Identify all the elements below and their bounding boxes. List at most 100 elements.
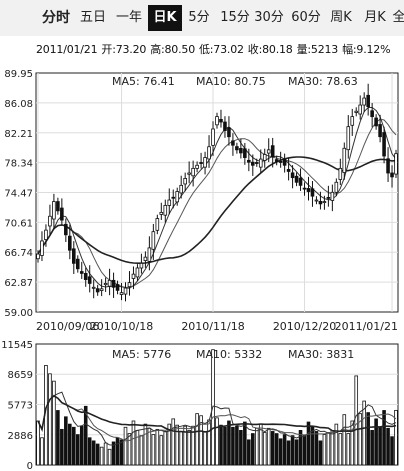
candlestick (342, 142, 347, 180)
candle-body (306, 188, 311, 192)
tab-30min[interactable]: 30分 (254, 10, 284, 25)
candle-body (282, 159, 287, 166)
candle-body (68, 235, 72, 251)
tab-five-day[interactable]: 五日 (79, 10, 106, 25)
price-tick-label: 66.74 (4, 248, 33, 259)
candlestick (199, 152, 203, 169)
tab-5min[interactable]: 5分 (188, 10, 210, 25)
volume-bar (171, 418, 176, 466)
tab-daily-k[interactable]: 日K (148, 5, 182, 31)
volume-bar (111, 441, 116, 466)
tab-one-year[interactable]: 一年 (115, 10, 142, 25)
volume-bar (83, 405, 88, 466)
candlestick (203, 151, 207, 175)
volume-bar (187, 430, 191, 466)
candle-body (223, 121, 227, 131)
candle-body (83, 272, 88, 280)
volume-bar (330, 430, 335, 466)
candlestick (334, 178, 339, 197)
candlestick (262, 148, 267, 168)
volume-bar (131, 420, 136, 466)
candle-body (64, 223, 68, 236)
volume-bar (143, 423, 148, 466)
volume-bar (247, 439, 251, 466)
tab-all[interactable]: 全 (392, 10, 404, 25)
volume-bar (231, 426, 235, 466)
candle-body (354, 110, 359, 113)
candle-body (350, 116, 355, 126)
candle-body (99, 288, 104, 291)
volume-bar (338, 433, 343, 466)
candlestick (151, 223, 156, 260)
volume-bar (318, 440, 323, 466)
candle-body (199, 162, 203, 164)
candlestick (127, 271, 132, 296)
candlestick (258, 149, 263, 173)
candle-body (219, 119, 223, 123)
candlestick (366, 83, 370, 116)
candlestick (163, 199, 168, 223)
tab-60min[interactable]: 60分 (291, 10, 321, 25)
candle-body (298, 177, 303, 186)
candle-body (151, 231, 156, 250)
candle-body (262, 154, 267, 161)
candle-body (322, 201, 327, 203)
candlestick (83, 267, 88, 287)
candle-body (203, 157, 207, 168)
candlestick (231, 133, 235, 156)
candlestick (175, 187, 180, 206)
candle-body (243, 148, 247, 158)
volume-bar (294, 439, 299, 466)
tab-intraday[interactable]: 分时 (42, 10, 70, 26)
date-tick-label: 2010/10/18 (90, 320, 153, 333)
candlestick (358, 95, 363, 120)
volume-bar (195, 413, 199, 466)
volume-bar (36, 420, 40, 466)
candle-body (247, 159, 251, 163)
tab-15min[interactable]: 15分 (220, 10, 250, 25)
candlestick (71, 241, 76, 275)
volume-bar (243, 421, 247, 466)
volume-bar (52, 380, 56, 466)
candle-body (278, 161, 283, 163)
candlestick (111, 272, 116, 298)
volume-bar (155, 428, 160, 466)
volume-bar (223, 426, 227, 466)
candle-body (294, 175, 299, 183)
volume-bar (40, 437, 44, 466)
candlestick (75, 255, 80, 273)
candlestick (266, 138, 271, 163)
candle-body (36, 253, 40, 260)
candle-body (211, 128, 215, 146)
candle-body (71, 248, 76, 264)
candle-body (310, 188, 315, 197)
candle-body (235, 146, 239, 151)
volume-ma30-line (37, 394, 397, 433)
volume-bar (103, 442, 108, 466)
volume-bar (239, 430, 243, 466)
candle-body (87, 276, 92, 284)
volume-bar (254, 427, 259, 466)
volume-bar (75, 434, 80, 466)
volume-bar (95, 443, 100, 466)
candle-body (91, 286, 96, 289)
candle-body (251, 161, 255, 166)
volume-bar (215, 417, 219, 466)
volume-bar (183, 425, 187, 466)
volume-bar (235, 425, 239, 466)
candle-body (290, 172, 295, 179)
volume-bar (394, 409, 398, 466)
tab-weekly-k[interactable]: 周K (330, 10, 352, 25)
tab-monthly-k[interactable]: 月K (364, 10, 386, 25)
candle-body (163, 205, 168, 216)
volume-bar (350, 420, 355, 466)
quote-summary: 2011/01/21 开:73.20 高:80.50 低:73.02 收:80.18 量:… (36, 41, 394, 57)
candle-body (44, 229, 48, 240)
candlestick (159, 202, 164, 220)
candle-body (167, 199, 172, 206)
volume-bar (326, 432, 331, 466)
volume-bar (378, 426, 382, 466)
candlestick (79, 261, 84, 279)
candle-body (239, 148, 243, 154)
